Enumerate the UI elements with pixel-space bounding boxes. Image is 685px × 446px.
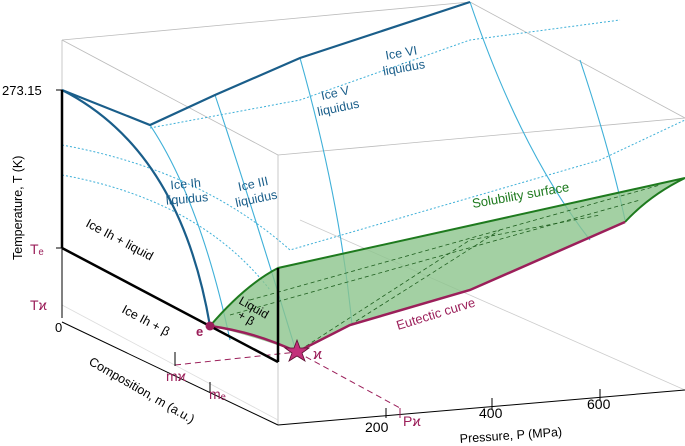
m-tick-mk: mϰ xyxy=(166,368,187,384)
mk-dash xyxy=(174,351,298,366)
p-tick-400: 400 xyxy=(479,405,503,421)
liquidus-curves xyxy=(61,0,471,327)
ice-ih-liquidus-curve xyxy=(61,89,212,327)
ice-ih-beta-label: Ice Ih + β xyxy=(120,302,172,339)
solubility-surface xyxy=(210,178,685,352)
svg-text:Ice IIIliquidus: Ice IIIliquidus xyxy=(231,173,278,210)
box-edge xyxy=(61,304,279,421)
eutectic-curve xyxy=(209,220,626,354)
liquidus-top-edge xyxy=(61,0,471,127)
p-tick-200: 200 xyxy=(365,419,389,435)
p-tick-pk: Pϰ xyxy=(403,413,421,429)
isotherm-dotted xyxy=(61,19,685,291)
point-e-label: e xyxy=(196,324,203,339)
svg-text:Ice Vliquidus: Ice Vliquidus xyxy=(313,82,360,119)
box-edge xyxy=(61,1,471,41)
eutectic-point-e xyxy=(205,321,215,331)
axes xyxy=(56,89,685,426)
isobar xyxy=(149,124,231,341)
t-tick-tk: Tϰ xyxy=(30,297,48,313)
temperature-axis-label: Temperature, T (K) xyxy=(11,156,25,260)
t-tick-zero: 0 xyxy=(55,320,62,335)
t-tick-te: Tₑ xyxy=(30,241,44,257)
liquidus-labels: Ice Ihliquidus Ice IIIliquidus Ice Vliqu… xyxy=(164,42,426,210)
surface-grid xyxy=(229,184,661,351)
svg-text:Ice VIliquidus: Ice VIliquidus xyxy=(379,42,426,78)
pressure-axis-label: Pressure, P (MPa) xyxy=(459,425,562,446)
box-edge xyxy=(469,1,685,119)
phase-boundaries xyxy=(60,90,280,364)
m-tick-me: mₑ xyxy=(209,386,226,402)
box-edge xyxy=(277,117,685,156)
svg-text:Ice Ihliquidus: Ice Ihliquidus xyxy=(164,175,209,208)
kappa-star-icon xyxy=(283,338,311,362)
t-tick-273: 273.15 xyxy=(2,83,42,98)
p-tick-600: 600 xyxy=(587,396,611,412)
composition-axis-label: Composition, m (a.u.) xyxy=(87,354,197,426)
point-kappa-label: ϰ xyxy=(313,346,322,363)
ice-ih-liquid-label: Ice Ih + liquid xyxy=(84,216,156,263)
box-edge xyxy=(61,39,279,156)
